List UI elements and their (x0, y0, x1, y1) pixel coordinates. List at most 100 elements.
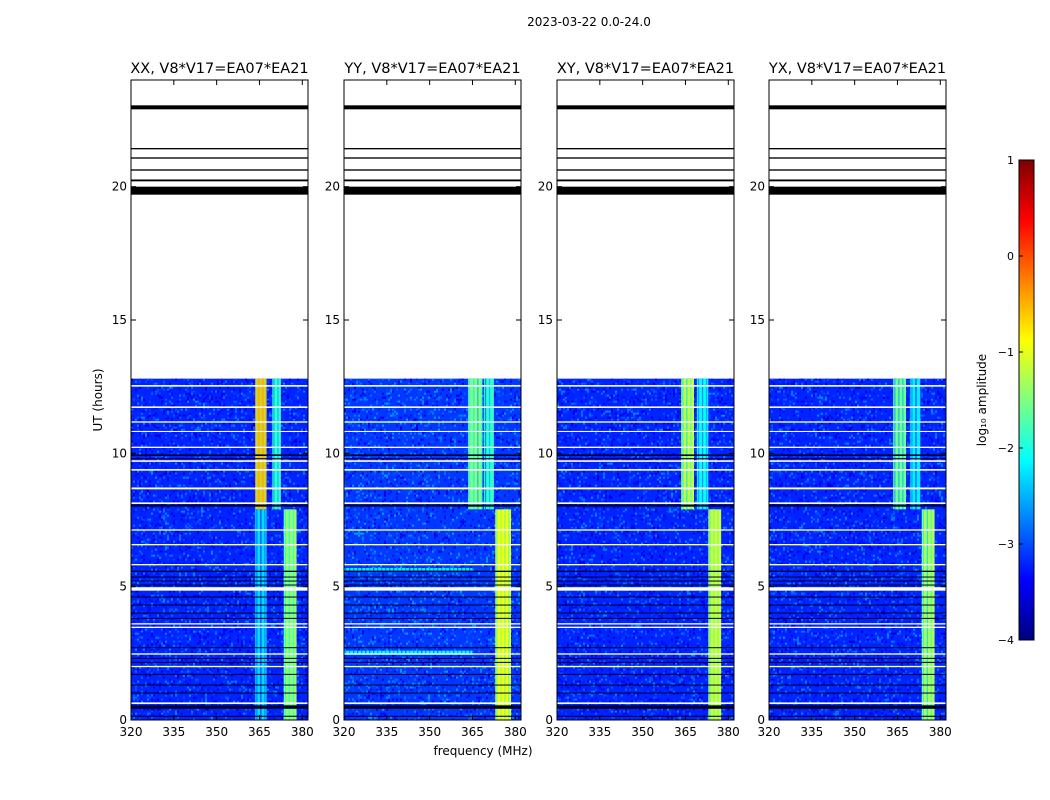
heat-cell (213, 698, 215, 701)
heat-cell (135, 508, 137, 511)
heat-cell (149, 604, 151, 607)
heat-cell (173, 442, 175, 445)
heat-cell (247, 690, 249, 693)
heat-cell (137, 456, 139, 459)
panel-title: XX, V8*V17=EA07*EA21 (130, 61, 308, 77)
heat-cell (225, 566, 227, 569)
heat-cell (253, 686, 255, 689)
heat-cell (135, 670, 137, 673)
heat-cell (209, 498, 211, 501)
heat-cell (151, 634, 153, 637)
heat-cell (201, 532, 203, 535)
heat-cell (283, 470, 285, 473)
heat-cell (285, 422, 287, 425)
heat-cell (137, 654, 139, 657)
heat-cell (358, 380, 360, 383)
heat-cell (215, 424, 217, 427)
heat-cell (197, 660, 199, 663)
heat-cell (157, 538, 159, 541)
heat-cell (205, 402, 207, 405)
heat-cell (215, 536, 217, 539)
heat-cell (277, 680, 279, 683)
heat-cell (181, 520, 183, 523)
heat-cell (201, 688, 203, 691)
heat-cell (231, 466, 233, 469)
heat-cell (183, 666, 185, 669)
heat-cell (143, 508, 145, 511)
heat-cell (185, 616, 187, 619)
heat-cell (211, 474, 213, 477)
heat-cell (267, 650, 269, 653)
heat-cell (143, 604, 145, 607)
heat-cell (275, 510, 277, 513)
heat-cell (508, 386, 510, 389)
heat-cell (179, 388, 181, 391)
heat-cell (436, 388, 438, 391)
heat-cell (211, 710, 213, 713)
heat-cell (131, 672, 133, 675)
heat-cell (143, 474, 145, 477)
heat-cell (301, 534, 303, 537)
rfi-stripe (273, 378, 275, 510)
heat-cell (139, 578, 141, 581)
heat-cell (155, 518, 157, 521)
heat-cell (221, 470, 223, 473)
heat-cell (159, 536, 161, 539)
heat-cell (404, 388, 406, 391)
heat-cell (163, 410, 165, 413)
heat-cell (207, 564, 209, 567)
heat-cell (247, 452, 249, 455)
heat-cell (177, 522, 179, 525)
heat-cell (299, 514, 301, 517)
heat-cell (368, 380, 370, 383)
heat-cell (410, 388, 412, 391)
heat-cell (299, 440, 301, 443)
heat-cell (295, 438, 297, 441)
heat-cell (197, 394, 199, 397)
heat-cell (426, 390, 428, 393)
heat-cell (185, 696, 187, 699)
heat-cell (231, 544, 233, 547)
heat-cell (181, 392, 183, 395)
heat-cell (235, 582, 237, 585)
heat-cell (303, 638, 305, 641)
heat-cell (163, 492, 165, 495)
heat-cell (201, 576, 203, 579)
heat-cell (197, 578, 199, 581)
heat-cell (169, 660, 171, 663)
heat-cell (269, 458, 271, 461)
heat-cell (163, 424, 165, 427)
heat-cell (303, 608, 305, 611)
heat-cell (287, 482, 289, 485)
heat-cell (281, 632, 283, 635)
heat-cell (153, 636, 155, 639)
heat-cell (243, 404, 245, 407)
heat-cell (149, 424, 151, 427)
heat-cell (221, 656, 223, 659)
heat-cell (249, 524, 251, 527)
heat-cell (219, 566, 221, 569)
heat-cell (141, 464, 143, 467)
heat-cell (213, 690, 215, 693)
heat-cell (233, 690, 235, 693)
heat-cell (235, 594, 237, 597)
heat-cell (253, 524, 255, 527)
heat-cell (137, 594, 139, 597)
heat-cell (183, 558, 185, 561)
heat-cell (185, 538, 187, 541)
heat-cell (153, 538, 155, 541)
heat-cell (215, 458, 217, 461)
heat-cell (277, 534, 279, 537)
heat-cell (201, 656, 203, 659)
heat-cell (175, 478, 177, 481)
heat-cell (219, 410, 221, 413)
heat-cell (271, 576, 273, 579)
heat-cell (229, 580, 231, 583)
heat-cell (171, 598, 173, 601)
heat-cell (241, 540, 243, 543)
heat-cell (181, 578, 183, 581)
heat-cell (243, 398, 245, 401)
heat-cell (209, 716, 211, 719)
heat-cell (137, 668, 139, 671)
heat-cell (183, 708, 185, 711)
